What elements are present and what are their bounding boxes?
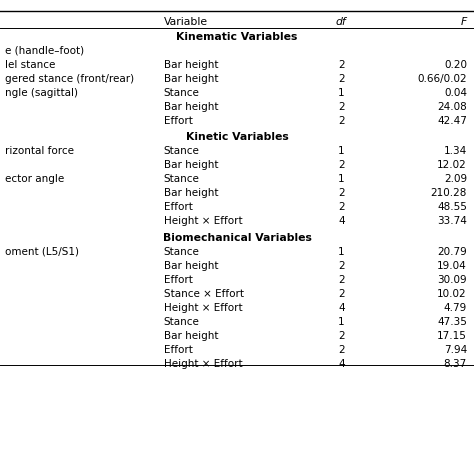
Text: Bar height: Bar height xyxy=(164,331,218,341)
Text: F: F xyxy=(461,17,467,27)
Text: 2: 2 xyxy=(338,275,345,285)
Text: 2: 2 xyxy=(338,261,345,271)
Text: Bar height: Bar height xyxy=(164,102,218,112)
Text: 42.47: 42.47 xyxy=(437,116,467,126)
Text: 0.20: 0.20 xyxy=(444,60,467,70)
Text: df: df xyxy=(336,17,346,27)
Text: Effort: Effort xyxy=(164,202,192,212)
Text: 12.02: 12.02 xyxy=(437,160,467,170)
Text: oment (L5/S1): oment (L5/S1) xyxy=(5,247,79,257)
Text: Biomechanical Variables: Biomechanical Variables xyxy=(163,233,311,243)
Text: Stance: Stance xyxy=(164,146,200,156)
Text: Bar height: Bar height xyxy=(164,60,218,70)
Text: 2: 2 xyxy=(338,160,345,170)
Text: 4.79: 4.79 xyxy=(444,303,467,313)
Text: 2: 2 xyxy=(338,60,345,70)
Text: 2: 2 xyxy=(338,102,345,112)
Text: 210.28: 210.28 xyxy=(430,188,467,198)
Text: 2: 2 xyxy=(338,331,345,341)
Text: Bar height: Bar height xyxy=(164,188,218,198)
Text: 0.66/0.02: 0.66/0.02 xyxy=(417,74,467,84)
Text: 4: 4 xyxy=(338,303,345,313)
Text: 24.08: 24.08 xyxy=(437,102,467,112)
Text: 19.04: 19.04 xyxy=(437,261,467,271)
Text: 2: 2 xyxy=(338,202,345,212)
Text: gered stance (front/rear): gered stance (front/rear) xyxy=(5,74,134,84)
Text: 0.04: 0.04 xyxy=(444,88,467,98)
Text: 2: 2 xyxy=(338,116,345,126)
Text: 30.09: 30.09 xyxy=(437,275,467,285)
Text: 20.79: 20.79 xyxy=(437,247,467,257)
Text: ngle (sagittal): ngle (sagittal) xyxy=(5,88,78,98)
Text: 1: 1 xyxy=(338,88,345,98)
Text: Height × Effort: Height × Effort xyxy=(164,359,242,369)
Text: Effort: Effort xyxy=(164,116,192,126)
Text: Bar height: Bar height xyxy=(164,160,218,170)
Text: 47.35: 47.35 xyxy=(437,317,467,327)
Text: 4: 4 xyxy=(338,216,345,226)
Text: Bar height: Bar height xyxy=(164,261,218,271)
Text: 1: 1 xyxy=(338,247,345,257)
Text: rizontal force: rizontal force xyxy=(5,146,74,156)
Text: Stance: Stance xyxy=(164,247,200,257)
Text: 48.55: 48.55 xyxy=(437,202,467,212)
Text: Stance: Stance xyxy=(164,88,200,98)
Text: 1.34: 1.34 xyxy=(444,146,467,156)
Text: 1: 1 xyxy=(338,146,345,156)
Text: 2: 2 xyxy=(338,289,345,299)
Text: Height × Effort: Height × Effort xyxy=(164,216,242,226)
Text: Bar height: Bar height xyxy=(164,74,218,84)
Text: 2.09: 2.09 xyxy=(444,174,467,184)
Text: Kinematic Variables: Kinematic Variables xyxy=(176,32,298,42)
Text: 33.74: 33.74 xyxy=(437,216,467,226)
Text: lel stance: lel stance xyxy=(5,60,55,70)
Text: 2: 2 xyxy=(338,74,345,84)
Text: 7.94: 7.94 xyxy=(444,345,467,355)
Text: Variable: Variable xyxy=(164,17,208,27)
Text: ector angle: ector angle xyxy=(5,174,64,184)
Text: e (handle–foot): e (handle–foot) xyxy=(5,46,84,56)
Text: 4: 4 xyxy=(338,359,345,369)
Text: 17.15: 17.15 xyxy=(437,331,467,341)
Text: Kinetic Variables: Kinetic Variables xyxy=(186,132,288,142)
Text: 8.37: 8.37 xyxy=(444,359,467,369)
Text: Stance × Effort: Stance × Effort xyxy=(164,289,244,299)
Text: Stance: Stance xyxy=(164,317,200,327)
Text: 2: 2 xyxy=(338,345,345,355)
Text: 1: 1 xyxy=(338,317,345,327)
Text: Stance: Stance xyxy=(164,174,200,184)
Text: Effort: Effort xyxy=(164,345,192,355)
Text: 1: 1 xyxy=(338,174,345,184)
Text: 10.02: 10.02 xyxy=(437,289,467,299)
Text: Height × Effort: Height × Effort xyxy=(164,303,242,313)
Text: Effort: Effort xyxy=(164,275,192,285)
Text: 2: 2 xyxy=(338,188,345,198)
